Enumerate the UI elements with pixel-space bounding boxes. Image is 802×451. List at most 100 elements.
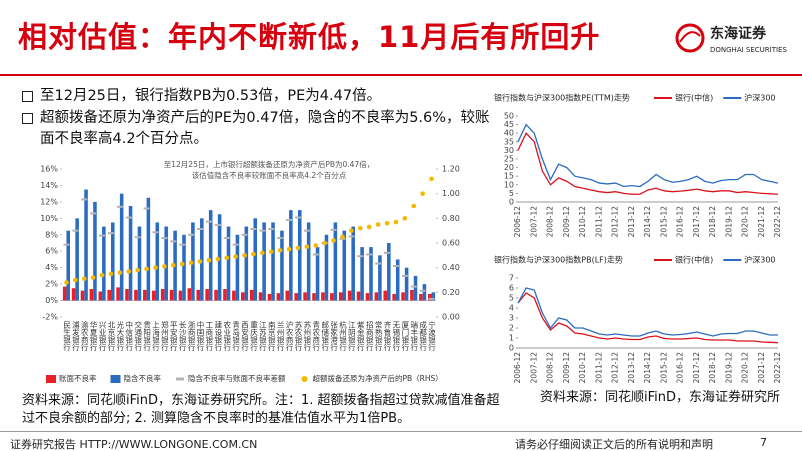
logo-swirl [679, 31, 701, 43]
bar [71, 288, 76, 301]
x-tick-label: 郑州银行 [160, 320, 169, 353]
bar [342, 230, 347, 301]
line [517, 292, 779, 344]
bar [365, 293, 370, 301]
bar [369, 247, 373, 301]
chart: 银行指数与沪深300指数PE(TTM)走势 银行(中信) 沪深30005101520… [494, 93, 782, 238]
bar [226, 226, 231, 301]
bar [330, 293, 334, 301]
x-tick-label: 中国银行 [196, 320, 205, 353]
y-tick-label: 0 [509, 344, 514, 353]
x-tick-label: 2013-12 [627, 352, 636, 384]
bar [62, 286, 67, 301]
x-tick-label: 华夏银行 [89, 320, 98, 353]
bar [312, 293, 316, 301]
x-tick-label: 2010-12 [578, 352, 587, 384]
y-tick-label: 0% [45, 296, 58, 305]
legend-label: 隐含不良率与账面不良率差额 [188, 373, 286, 383]
bar [110, 222, 115, 301]
bar [431, 292, 436, 301]
x-tick-label: 江苏银行 [258, 321, 267, 353]
x-tick-label: 苏州银行 [303, 320, 312, 353]
x-tick-label: 瑞丰银行 [409, 320, 418, 353]
point [402, 216, 408, 221]
point [188, 233, 195, 236]
annotation: 该估值隐含不良率较账面不良率高4.2个百分点 [192, 170, 347, 180]
point [303, 229, 310, 232]
x-tick-label: 张家港行 [329, 321, 338, 353]
point [277, 248, 283, 253]
bar [102, 226, 106, 301]
point [134, 236, 141, 239]
y-tick-label: 40 [504, 129, 514, 138]
x-tick-label: 2019-12 [724, 206, 733, 238]
point [277, 237, 284, 240]
y-tick-label: 10 [504, 180, 514, 189]
y-tick-label: 10% [40, 214, 58, 223]
bar [356, 291, 361, 301]
bar [93, 201, 97, 301]
bar [169, 289, 174, 301]
point [179, 243, 186, 246]
bar [84, 189, 88, 301]
point [135, 267, 140, 273]
footer-rule [0, 431, 802, 432]
point [64, 280, 69, 285]
x-tick-label: 苏农银行 [294, 320, 303, 353]
y-tick-label: 30 [504, 146, 514, 155]
bar [160, 289, 165, 301]
point [90, 212, 97, 215]
x-tick-label: 青农商行 [312, 320, 321, 353]
legend-label: 银行(中信) [675, 255, 713, 265]
x-tick-label: 2020-12 [741, 352, 750, 384]
legend-label: 隐含不良率 [124, 373, 162, 383]
bar [244, 226, 249, 301]
point [206, 257, 212, 263]
bar [374, 292, 379, 301]
point [153, 265, 158, 270]
bar [119, 193, 124, 301]
point [242, 253, 247, 258]
x-tick-label: 2022-12 [773, 352, 782, 384]
bar [208, 210, 213, 301]
point [116, 205, 123, 208]
x-tick-label: 浦发银行 [71, 320, 80, 353]
y-tick-label: 7 [509, 274, 514, 283]
x-tick-label: 厦门银行 [401, 321, 410, 353]
logo-en: DONGHAI SECURITIES [710, 46, 787, 54]
point [215, 256, 221, 262]
x-tick-label: 光大银行 [116, 320, 125, 353]
y-tick-label: 45 [504, 120, 514, 129]
y-tick-label: 3 [509, 314, 514, 323]
bar [410, 289, 414, 301]
x-tick-label: 2016-12 [676, 206, 685, 238]
point [259, 229, 266, 232]
legend-swatch [110, 375, 121, 383]
y-tick-label: 16% [40, 165, 58, 174]
bar [66, 230, 71, 301]
x-tick-label: 上海银行 [151, 321, 160, 353]
x-tick-label: 北京银行 [107, 321, 116, 353]
x-tick-label: 2007-12 [529, 352, 538, 384]
y-tick-label: 0 [509, 198, 514, 207]
point [312, 253, 319, 256]
point [107, 232, 114, 235]
point [224, 255, 230, 261]
x-tick-label: 2015-12 [659, 206, 668, 238]
bar [128, 206, 133, 301]
point [366, 224, 372, 230]
bar [89, 289, 94, 301]
x-tick-label: 2011-12 [594, 352, 603, 384]
bullet-text: 至12月25日，银行指数PB为0.53倍，PE为4.47倍。 [40, 88, 382, 104]
point [401, 274, 408, 277]
bar [351, 226, 355, 301]
footer-right: 请务必仔细阅读正文后的所有说明和声明 [515, 438, 713, 451]
point [144, 266, 149, 272]
legend-label: 沪深300 [744, 93, 775, 103]
x-tick-label: 2019-12 [724, 352, 733, 384]
bar [137, 226, 142, 301]
bar [276, 293, 281, 301]
point [214, 223, 221, 226]
bar [205, 289, 209, 301]
x-tick-label: 2008-12 [546, 206, 555, 238]
